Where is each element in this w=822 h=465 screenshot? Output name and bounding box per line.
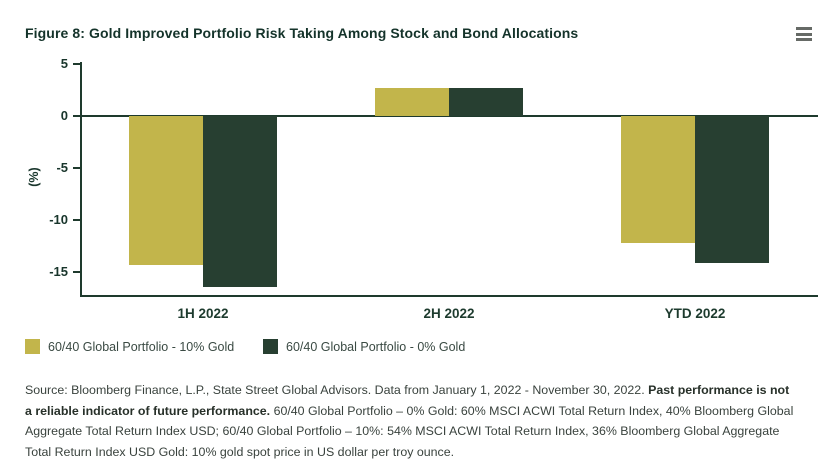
x-axis-line [80, 295, 818, 297]
source-text: Source: Bloomberg Finance, L.P., State S… [25, 383, 649, 397]
y-axis-line [80, 62, 82, 296]
source-methodology-text: 60/40 Global Portfolio – 0% Gold: 60% MS… [25, 403, 794, 459]
x-tick-label: 2H 2022 [423, 306, 475, 321]
y-tick-label: -15 [49, 264, 68, 280]
chart-title: Figure 8: Gold Improved Portfolio Risk T… [25, 25, 579, 41]
y-tick-mark [73, 271, 80, 274]
legend-swatch-gold [25, 339, 40, 354]
y-tick-mark [73, 219, 80, 222]
zero-line [80, 115, 818, 118]
y-tick-mark [73, 115, 80, 118]
legend-item-0pct-gold[interactable]: 60/40 Global Portfolio - 0% Gold [263, 339, 465, 354]
legend-label: 60/40 Global Portfolio - 10% Gold [48, 339, 235, 354]
y-tick-label: 5 [60, 56, 68, 72]
y-axis-title: (%) [27, 167, 41, 187]
y-tick-label: -10 [49, 212, 68, 228]
legend-swatch-dark-green [263, 339, 278, 354]
menu-bar [796, 27, 812, 30]
x-tick-label: 1H 2022 [177, 306, 229, 321]
bar-1h-2022-10pct-gold[interactable] [129, 116, 203, 265]
y-tick-label: -5 [56, 160, 68, 176]
legend-label: 60/40 Global Portfolio - 0% Gold [286, 339, 466, 354]
bar-1h-2022-0pct-gold[interactable] [203, 116, 277, 287]
bar-2h-2022-0pct-gold[interactable] [449, 88, 523, 117]
menu-bar [796, 38, 812, 41]
y-tick-mark [73, 63, 80, 66]
bar-2h-2022-10pct-gold[interactable] [375, 88, 449, 117]
source-note: Source: Bloomberg Finance, L.P., State S… [25, 380, 797, 462]
x-tick-label: YTD 2022 [664, 306, 726, 321]
y-tick-label: 0 [60, 108, 68, 124]
source-bold-disclaimer: Past performance is not a reliable indic… [25, 383, 790, 418]
bar-ytd-2022-0pct-gold[interactable] [695, 116, 769, 263]
legend-item-10pct-gold[interactable]: 60/40 Global Portfolio - 10% Gold [25, 339, 234, 354]
y-tick-mark [73, 167, 80, 170]
menu-bar [796, 32, 812, 36]
bar-ytd-2022-10pct-gold[interactable] [621, 116, 695, 243]
hamburger-menu-icon[interactable] [796, 27, 812, 41]
